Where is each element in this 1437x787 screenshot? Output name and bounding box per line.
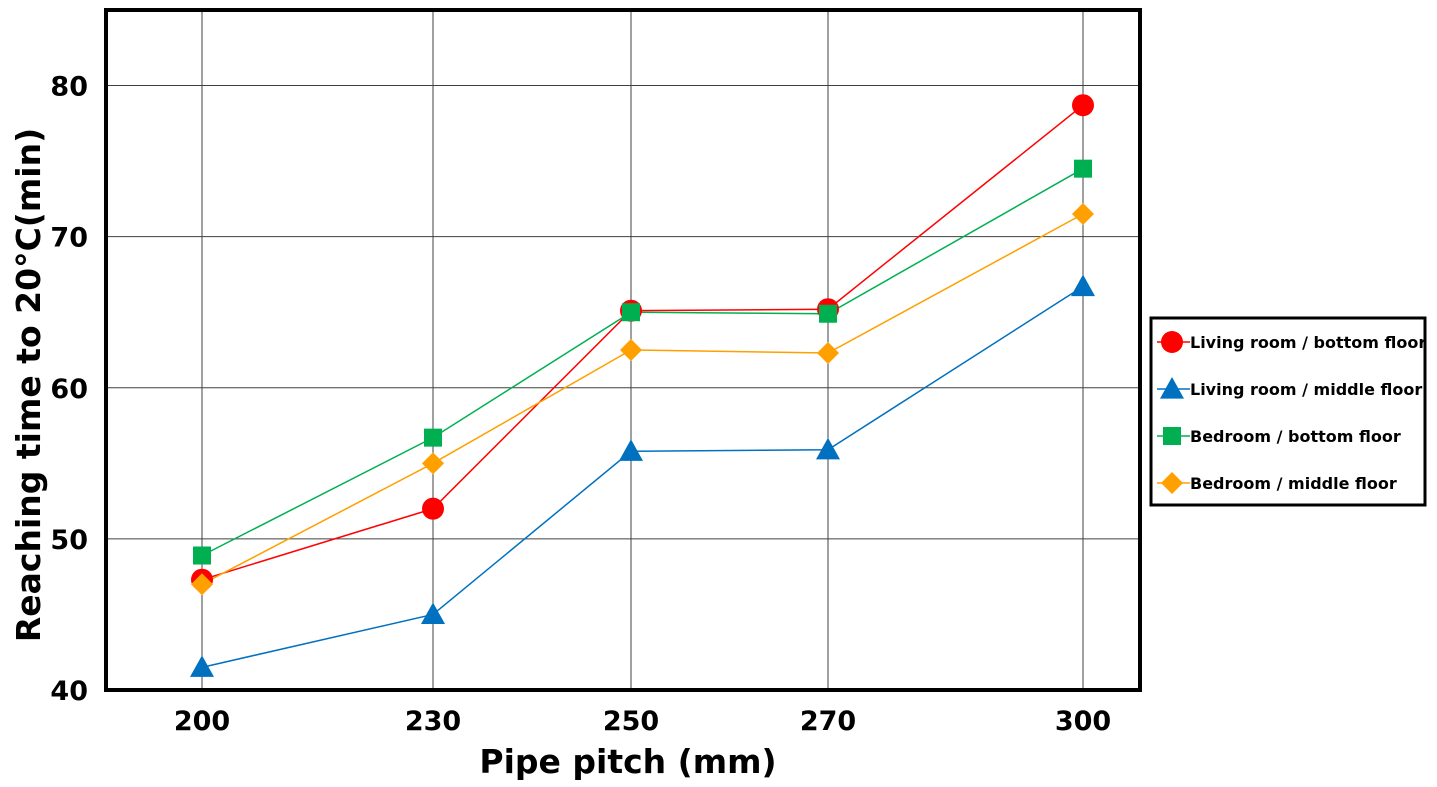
legend-label: Living room / bottom floor	[1190, 333, 1426, 352]
legend-marker	[1161, 472, 1183, 494]
data-point	[816, 437, 840, 460]
data-point	[421, 602, 445, 625]
data-point	[619, 439, 643, 461]
legend-label: Living room / middle floor	[1190, 380, 1422, 399]
data-point	[191, 573, 213, 596]
y-tick-label: 70	[50, 223, 88, 254]
legend-marker	[1160, 377, 1184, 399]
data-point	[1072, 94, 1094, 117]
data-point	[620, 339, 642, 361]
data-point	[422, 452, 444, 475]
legend-items: Living room / bottom floor Living room / …	[1157, 331, 1426, 494]
x-tick-label: 300	[1055, 706, 1111, 737]
y-tick-label: 80	[50, 72, 88, 103]
x-tick-label: 200	[174, 706, 230, 737]
series-lines	[201, 104, 1084, 669]
data-point	[819, 304, 837, 323]
y-tick-label: 60	[50, 374, 88, 405]
data-point	[424, 428, 442, 447]
legend-item: Living room / middle floor	[1157, 377, 1422, 399]
series-line	[201, 285, 1084, 669]
legend: Living room / bottom floor Living room / …	[1149, 316, 1427, 507]
x-axis-label: Pipe pitch (mm)	[479, 742, 776, 781]
legend-marker	[1161, 331, 1183, 353]
data-point	[1074, 159, 1092, 178]
data-point	[1072, 203, 1094, 225]
series-markers	[190, 94, 1095, 677]
legend-label: Bedroom / middle floor	[1190, 474, 1397, 493]
plot-frame	[104, 8, 1142, 692]
y-tick-label: 50	[50, 525, 88, 556]
legend-item: Bedroom / bottom floor	[1157, 427, 1401, 446]
legend-item: Living room / bottom floor	[1157, 331, 1426, 353]
data-point	[190, 655, 214, 677]
series-line	[201, 213, 1084, 585]
x-tick-label: 230	[405, 706, 461, 737]
legend-label: Bedroom / bottom floor	[1190, 427, 1401, 446]
series-line	[201, 104, 1084, 581]
y-tick-labels: 40 50 60 70 80	[50, 72, 88, 707]
legend-frame	[1149, 316, 1427, 507]
data-point	[817, 342, 839, 365]
y-axis-label: Reaching time to 20°C(min)	[9, 128, 48, 642]
data-point	[422, 497, 444, 520]
data-point	[622, 303, 640, 322]
data-point	[1071, 274, 1095, 297]
grid	[106, 10, 1140, 690]
legend-item: Bedroom / middle floor	[1157, 472, 1397, 494]
x-tick-label: 250	[603, 706, 659, 737]
x-tick-labels: 200 230 250 270 300	[174, 706, 1111, 737]
x-tick-label: 270	[800, 706, 856, 737]
data-point	[193, 546, 211, 565]
legend-marker	[1163, 427, 1181, 445]
series-line	[201, 168, 1084, 557]
y-tick-label: 40	[50, 676, 88, 707]
